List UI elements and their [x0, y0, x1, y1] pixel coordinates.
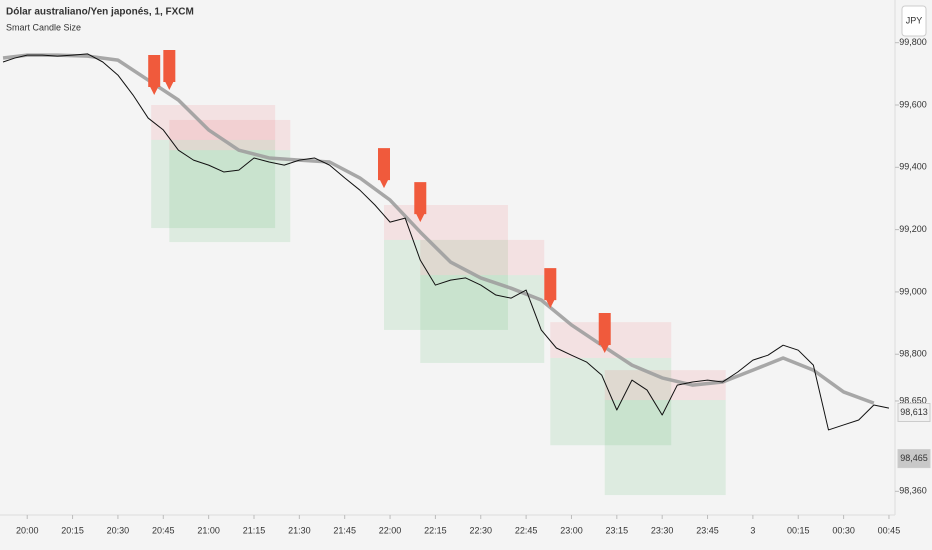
sell-signal — [163, 50, 176, 91]
currency[interactable]: JPY — [906, 15, 923, 25]
target-zone — [604, 400, 726, 496]
x-tick-label: 21:30 — [288, 525, 311, 535]
sell-signal — [598, 312, 611, 353]
y-tick-label: 99,600 — [899, 99, 927, 109]
x-tick-label: 00:45 — [878, 525, 901, 535]
price-label: 98,465 — [900, 453, 928, 463]
y-tick-label: 99,000 — [899, 286, 927, 296]
x-tick-label: 21:45 — [333, 525, 356, 535]
target-zone — [384, 239, 508, 330]
price-line — [2, 53, 890, 431]
y-tick-label: 98,800 — [899, 349, 927, 359]
y-tick-label: 98,360 — [899, 486, 927, 496]
price-label-box — [897, 449, 931, 469]
x-tick-label: 23:30 — [651, 525, 674, 535]
plot — [2, 50, 890, 496]
x-tick-label: 23:15 — [606, 525, 629, 535]
y-tick-label: 99,800 — [899, 37, 927, 47]
x-tick-label: 20:15 — [61, 525, 84, 535]
x-tick-label: 3 — [750, 525, 755, 535]
x-tick-label: 20:30 — [107, 525, 130, 535]
sell-signal — [378, 148, 391, 189]
y-tick-label: 98,650 — [899, 395, 927, 405]
x-tick-label: 20:00 — [16, 525, 39, 535]
target-zone — [420, 275, 545, 363]
x-tick-label: 21:00 — [197, 525, 220, 535]
currency-box[interactable] — [901, 5, 927, 37]
indicator-name: Smart Candle Size — [6, 22, 81, 32]
price-label: 98,613 — [900, 407, 928, 417]
target-zone — [169, 150, 291, 243]
x-tick-label: 20:45 — [152, 525, 175, 535]
price-label-box — [897, 402, 931, 422]
sell-signal — [148, 55, 161, 96]
x-tick-label: 00:15 — [787, 525, 810, 535]
x-tick-label: 00:30 — [832, 525, 855, 535]
y-tick-label: 99,400 — [899, 162, 927, 172]
x-tick-label: 22:30 — [469, 525, 492, 535]
x-tick-label: 23:45 — [696, 525, 719, 535]
x-tick-label: 22:00 — [379, 525, 402, 535]
chart-title: Dólar australiano/Yen japonés, 1, FXCM — [6, 7, 194, 18]
x-tick-label: 22:15 — [424, 525, 447, 535]
sell-signal — [414, 182, 427, 223]
sell-signal — [544, 268, 557, 309]
x-tick-label: 22:45 — [515, 525, 538, 535]
stop-zone — [420, 239, 545, 276]
x-tick-label: 21:15 — [243, 525, 266, 535]
y-tick-label: 99,200 — [899, 224, 927, 234]
moving-average — [2, 53, 875, 405]
stop-zone — [384, 205, 508, 240]
x-tick-label: 23:00 — [560, 525, 583, 535]
